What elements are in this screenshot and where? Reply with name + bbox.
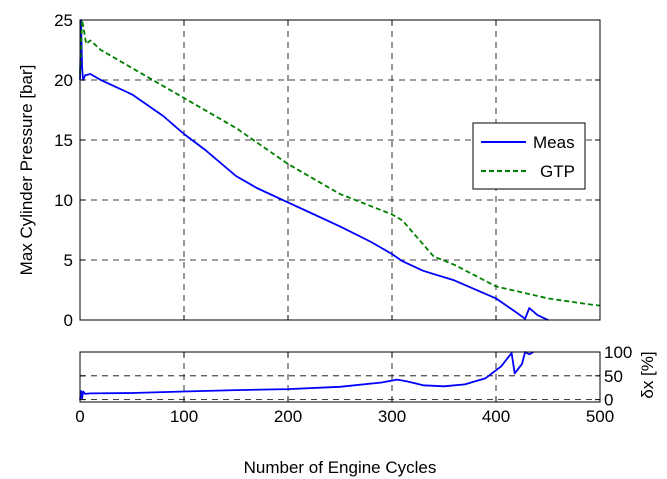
pressure-ytick-label: 25 <box>54 11 73 30</box>
deviation-plot: 0 50 100 0 100 200 300 400 500 δx [%] Number of… <box>75 343 657 477</box>
deviation-series <box>79 351 534 400</box>
pressure-plot-frame <box>79 19 601 321</box>
pressure-plot: 0 5 10 15 20 25 Max Cylinder Pressure [bar] M… <box>17 11 601 330</box>
pressure-ytick-label: 0 <box>64 311 73 330</box>
legend-label-meas: Meas <box>533 133 575 152</box>
legend: Meas GTP <box>472 122 586 190</box>
x-tick-label: 500 <box>586 407 614 426</box>
deviation-ticks <box>79 351 601 402</box>
pressure-y-axis-label: Max Cylinder Pressure [bar] <box>17 65 36 276</box>
deviation-y-axis-label: δx [%] <box>638 351 657 398</box>
x-tick-label: 400 <box>482 407 510 426</box>
legend-box <box>472 122 586 190</box>
x-tick-label: 300 <box>378 407 406 426</box>
series-line-deviation <box>79 351 534 400</box>
deviation-ytick-label: 50 <box>604 367 623 386</box>
x-axis-label: Number of Engine Cycles <box>244 458 437 477</box>
deviation-ytick-labels: 0 50 100 <box>604 343 632 410</box>
series-line-meas <box>79 19 549 321</box>
deviation-plot-area <box>80 352 600 402</box>
deviation-gridlines <box>80 352 600 402</box>
deviation-ytick-label: 0 <box>604 391 613 410</box>
x-tick-label: 0 <box>75 407 84 426</box>
deviation-plot-frame <box>79 351 601 403</box>
pressure-ytick-labels: 0 5 10 15 20 25 <box>54 11 73 330</box>
pressure-ytick-label: 10 <box>54 191 73 210</box>
pressure-ytick-label: 20 <box>54 71 73 90</box>
pressure-ytick-label: 15 <box>54 131 73 150</box>
x-tick-label: 100 <box>170 407 198 426</box>
deviation-ytick-label: 100 <box>604 343 632 362</box>
legend-label-gtp: GTP <box>540 162 575 181</box>
x-tick-labels: 0 100 200 300 400 500 <box>75 407 614 426</box>
pressure-ticks <box>79 19 601 321</box>
x-tick-label: 200 <box>274 407 302 426</box>
pressure-series <box>79 19 601 321</box>
series-line-gtp <box>79 19 601 307</box>
pressure-ytick-label: 5 <box>64 251 73 270</box>
